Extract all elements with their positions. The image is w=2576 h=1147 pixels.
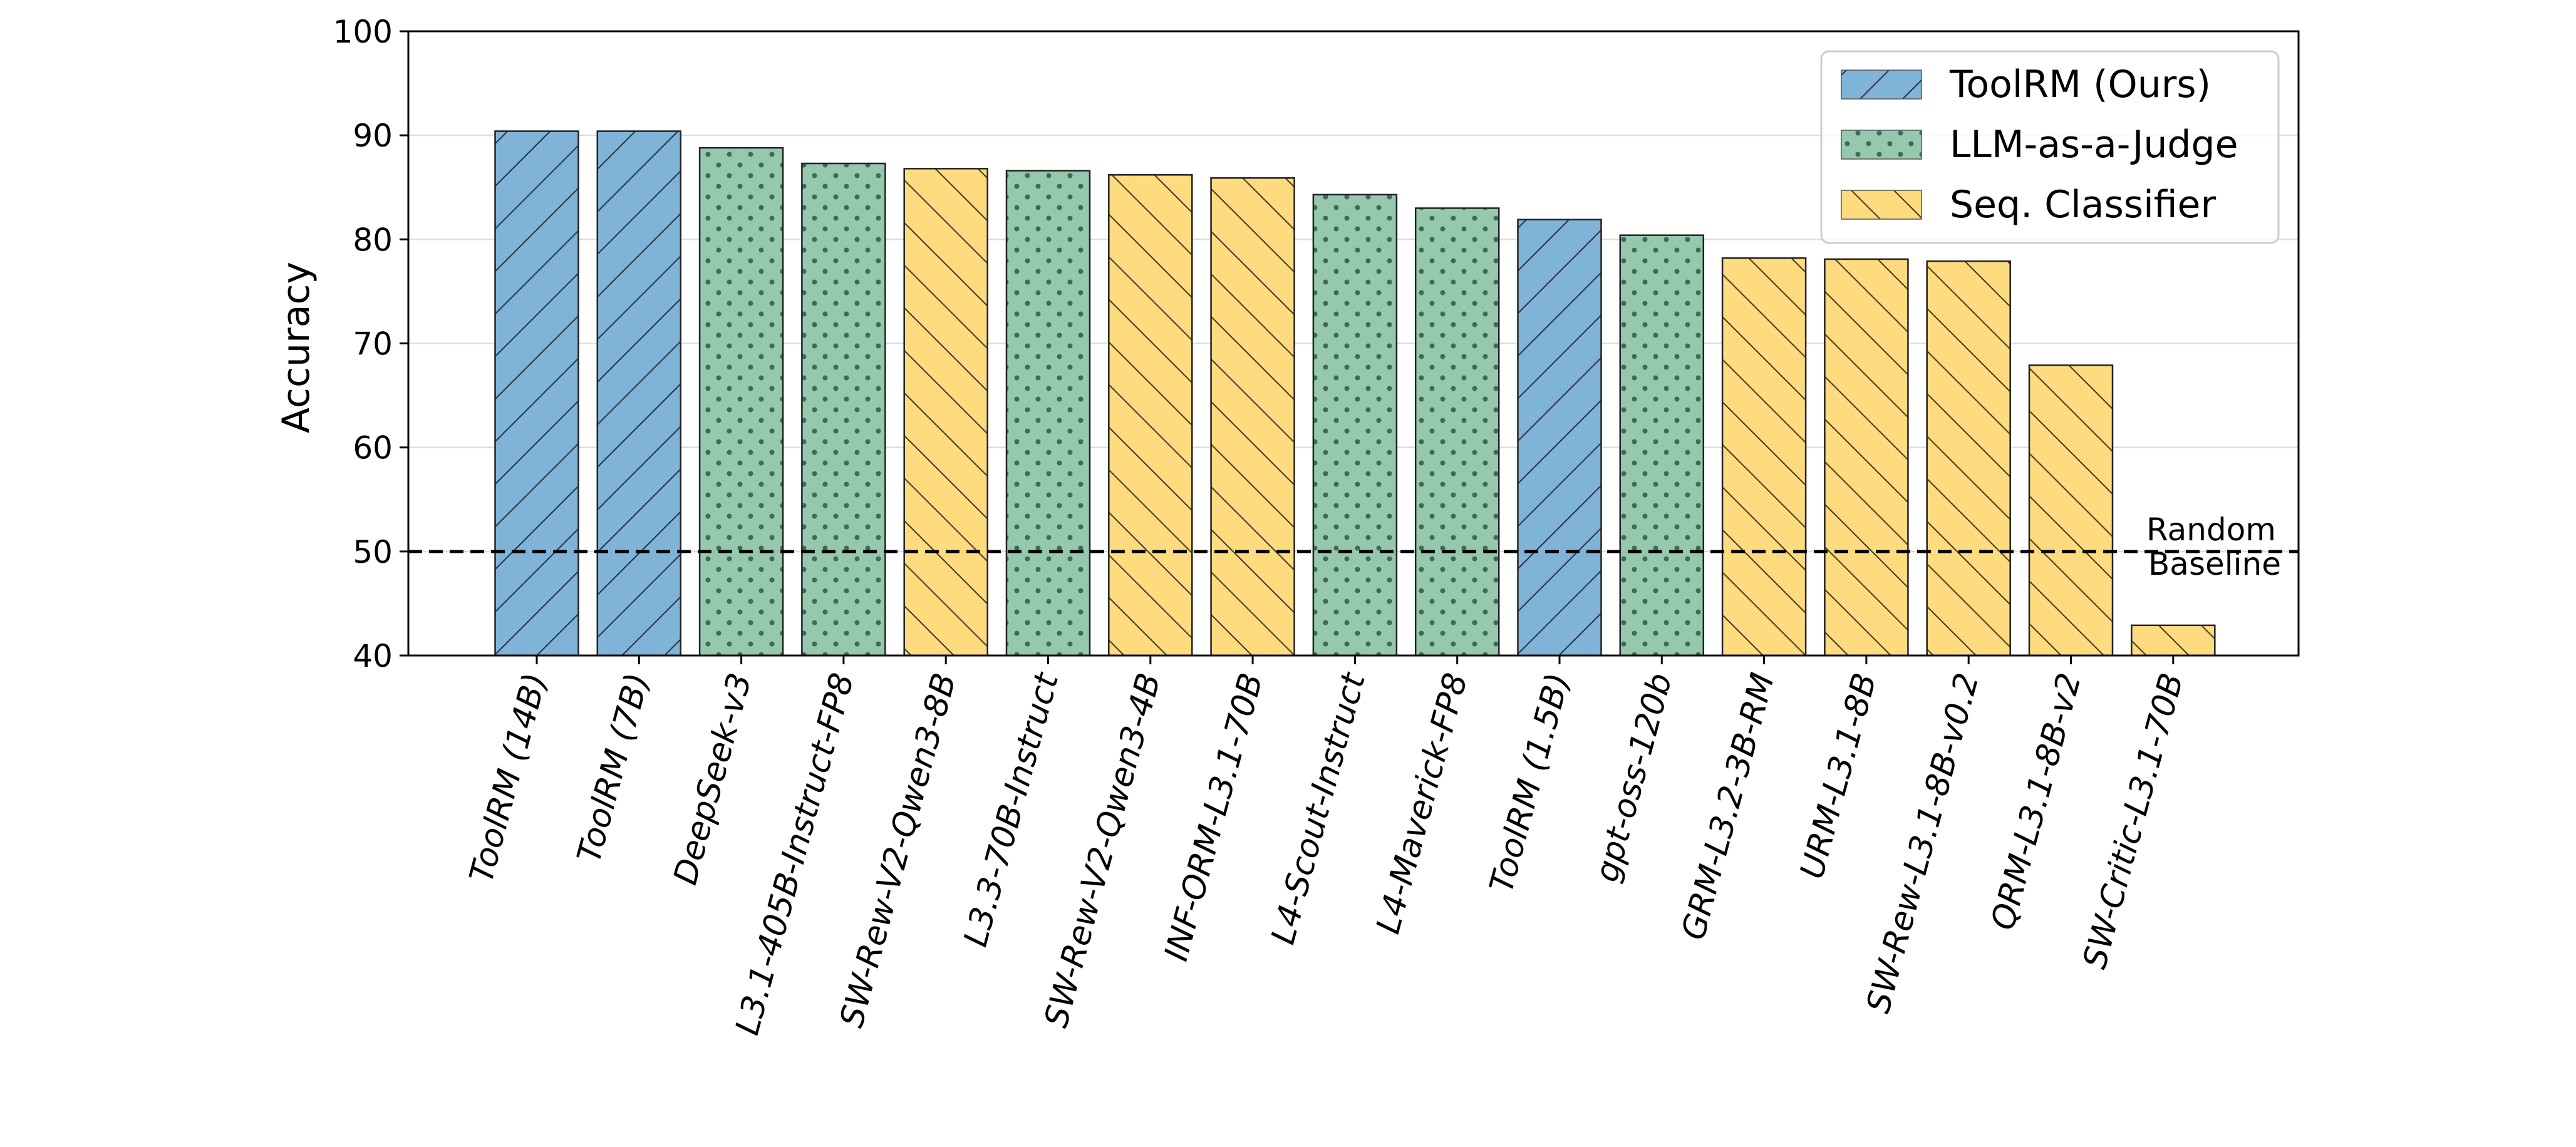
legend-label-seq-classifier: Seq. Classifier xyxy=(1950,183,2216,227)
legend: ToolRM (Ours) LLM-as-a-Judge Seq. Classi… xyxy=(1820,50,2280,244)
x-tick-label-sw-critic-l3-1-70b: SW-Critic-L3.1-70B xyxy=(2076,669,2191,973)
legend-swatch-seq-classifier xyxy=(1841,190,1922,220)
y-tick-label-70: 70 xyxy=(353,326,393,363)
x-tick-label-l4-maverick-fp8: L4-Maverick-FP8 xyxy=(1370,669,1476,938)
y-tick-label-50: 50 xyxy=(353,534,393,570)
legend-swatch-toolrm xyxy=(1841,69,1922,100)
bar-toolrm-1-5b xyxy=(1517,219,1602,657)
x-tick-label-deepseek-v3: DeepSeek-v3 xyxy=(666,669,759,888)
y-axis-title: Accuracy xyxy=(274,262,318,433)
x-tick-label-toolrm-1-5b: ToolRM (1.5B) xyxy=(1482,669,1577,897)
bar-sw-rew-v2-qwen3-8b xyxy=(903,168,988,657)
x-tick-label-l3-1-405b-instruct-fp8: L3.1-405B-Instruct-FP8 xyxy=(728,669,861,1039)
y-tick-label-80: 80 xyxy=(353,222,393,258)
x-tick-label-l4-scout-instruct: L4-Scout-Instruct xyxy=(1265,668,1373,948)
x-tick-label-qrm-l3-1-8b-v2: QRM-L3.1-8B-v2 xyxy=(1984,669,2089,934)
x-axis-ticks: ToolRM (14B) ToolRM (7B) DeepSeek-v3L3.1-4… xyxy=(463,656,2191,1039)
bar-inf-orm-l3-1-70b xyxy=(1210,177,1295,657)
x-tick-label-sw-rew-v2-qwen3-4b: SW-Rew-V2-Qwen3-4B xyxy=(1038,669,1169,1032)
bar-gpt-oss-120b xyxy=(1619,234,1705,657)
x-tick-label-gpt-oss-120b: gpt-oss-120b xyxy=(1588,669,1680,886)
x-tick-label-l3-3-70b-instruct: L3.3-70B-Instruct xyxy=(957,668,1067,950)
y-tick-label-90: 90 xyxy=(353,118,393,154)
y-axis-ticks: 40 50 60 70 80 90 100 xyxy=(333,14,408,674)
legend-label-toolrm: ToolRM (Ours) xyxy=(1949,63,2211,106)
x-tick-label-sw-rew-v2-qwen3-8b: SW-Rew-V2-Qwen3-8B xyxy=(833,669,964,1032)
bars xyxy=(494,130,2216,657)
y-tick-label-100: 100 xyxy=(333,14,393,50)
bar-grm-l3-2-3b-rm xyxy=(1721,257,1807,657)
bar-l3-3-70b-instruct xyxy=(1005,170,1091,657)
bar-toolrm-7b xyxy=(596,130,682,657)
x-tick-label-sw-rew-l3-1-8b-v0-2: SW-Rew-L3.1-8B-v0.2 xyxy=(1860,669,1987,1017)
x-tick-label-toolrm-14b: ToolRM (14B) xyxy=(463,669,555,887)
x-tick-label-inf-orm-l3-1-70b: INF-ORM-L3.1-70B xyxy=(1157,669,1270,965)
legend-label-llm-judge: LLM-as-a-Judge xyxy=(1950,123,2238,167)
x-tick-label-urm-l3-1-8b: URM-L3.1-8B xyxy=(1793,669,1884,883)
y-tick-label-60: 60 xyxy=(353,430,393,466)
legend-frame xyxy=(1820,50,2280,244)
y-tick-label-40: 40 xyxy=(353,638,393,674)
bar-sw-rew-v2-qwen3-4b xyxy=(1108,174,1193,657)
bar-qrm-l3-1-8b-v2 xyxy=(2028,364,2114,657)
bar-l4-scout-instruct xyxy=(1312,193,1398,657)
bar-deepseek-v3 xyxy=(698,147,784,657)
bar-toolrm-14b xyxy=(494,130,579,657)
bar-l4-maverick-fp8 xyxy=(1414,207,1500,657)
x-tick-label-toolrm-7b: ToolRM (7B) xyxy=(571,669,657,867)
bar-sw-critic-l3-1-70b xyxy=(2131,624,2216,657)
baseline-label-line2: Baseline xyxy=(2148,546,2281,582)
bar-urm-l3-1-8b xyxy=(1824,258,1909,657)
legend-swatch-llm-judge xyxy=(1841,130,1922,160)
bar-sw-rew-l3-1-8b-v0-2 xyxy=(1926,260,2011,657)
bar-l3-1-405b-instruct-fp8 xyxy=(801,162,886,657)
x-tick-label-grm-l3-2-3b-rm: GRM-L3.2-3B-RM xyxy=(1675,669,1782,944)
baseline-label-line1: Random xyxy=(2146,512,2276,548)
